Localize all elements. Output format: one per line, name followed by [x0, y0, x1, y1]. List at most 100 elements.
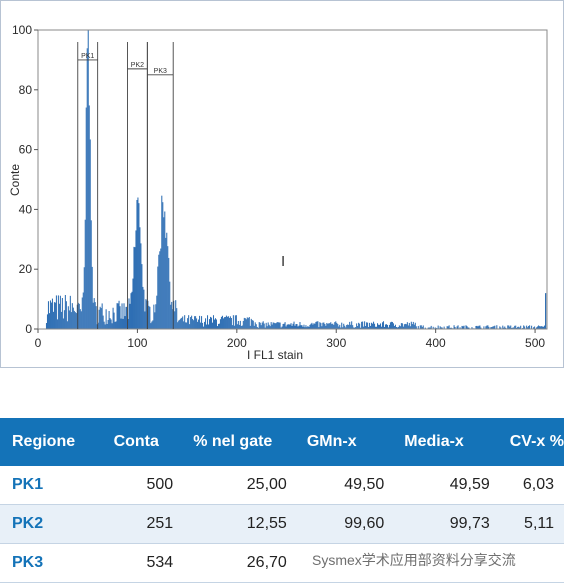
histogram-bar: [251, 320, 253, 329]
histogram-bar: [338, 326, 340, 329]
histogram-bar: [483, 326, 485, 329]
histogram-bar: [204, 321, 206, 329]
histogram-bar: [371, 322, 373, 329]
header-percent-gate: % nel gate: [183, 418, 297, 466]
histogram-bar: [234, 315, 236, 329]
histogram-bar: [443, 326, 445, 329]
histogram-bar: [537, 326, 539, 329]
histogram-bar: [98, 309, 100, 329]
histogram-bar: [420, 325, 422, 329]
histogram-bar: [253, 325, 255, 329]
histogram-bar: [219, 319, 221, 329]
histogram-bar: [352, 325, 354, 329]
histogram-bar: [114, 321, 116, 329]
histogram-bar: [369, 322, 371, 329]
histogram-bar: [421, 326, 423, 329]
peak-marker-pk1: PK1: [77, 41, 99, 329]
histogram-bar: [499, 326, 501, 329]
histogram-bar: [329, 323, 331, 329]
histogram-bar: [289, 324, 291, 329]
histogram-bar: [176, 308, 178, 329]
peak-label: PK1: [81, 53, 94, 60]
histogram-bar: [335, 321, 337, 329]
histogram-bar: [231, 325, 233, 329]
histogram-bar: [102, 315, 104, 329]
x-tick-label: 300: [326, 336, 346, 350]
histogram-bar: [389, 322, 391, 329]
histogram-bar: [232, 315, 234, 329]
histogram-bar: [282, 324, 284, 329]
histogram-bar: [262, 321, 264, 329]
histogram-bar: [115, 321, 117, 329]
histogram-bar: [454, 327, 456, 329]
histogram-bar: [361, 321, 363, 329]
histogram-bar: [319, 322, 321, 329]
histogram-bar: [132, 278, 134, 329]
histogram-bar: [261, 322, 263, 329]
histogram-bar: [490, 327, 492, 329]
histogram-bar: [513, 327, 515, 329]
histogram-bar: [208, 324, 210, 329]
histogram-bar: [205, 318, 207, 329]
histogram-bar: [125, 306, 127, 329]
histogram-bar: [317, 321, 319, 329]
histogram-bar: [372, 323, 374, 329]
histogram-bar: [68, 310, 70, 329]
y-tick-label: 60: [19, 143, 33, 157]
cell-region: PK3: [0, 543, 104, 583]
histogram-bar: [59, 295, 61, 329]
histogram-bar: [504, 326, 506, 329]
histogram-bar: [292, 323, 294, 329]
histogram-bar: [276, 322, 278, 329]
histogram-bar: [509, 326, 511, 329]
histogram-bar: [242, 321, 244, 329]
histogram-bar: [459, 327, 461, 329]
histogram-bar: [211, 322, 214, 329]
histogram-bar: [239, 320, 241, 329]
histogram-bar: [390, 321, 392, 329]
histogram-bar: [145, 299, 147, 329]
peak-stats-table: Regione Conta % nel gate GMn-x Media-x C…: [0, 418, 564, 583]
histogram-bar: [155, 304, 157, 329]
histogram-bar: [58, 303, 60, 329]
histogram-bar: [97, 322, 99, 329]
histogram-bar: [159, 251, 161, 329]
histogram-bar: [510, 325, 512, 329]
histogram-bar: [427, 327, 429, 329]
histogram-bar: [446, 326, 448, 329]
histogram-bar: [49, 300, 51, 329]
histogram-bar: [245, 319, 247, 329]
histogram-bar: [326, 322, 328, 329]
histogram-bar: [60, 311, 62, 329]
histogram-bars: [45, 30, 547, 329]
histogram-bar: [139, 227, 141, 329]
histogram-bar: [123, 303, 125, 329]
histogram-bar: [179, 319, 181, 329]
cell-conta: 534: [103, 543, 184, 583]
histogram-bar: [229, 316, 231, 329]
histogram-bar: [450, 327, 452, 329]
histogram-bar: [160, 248, 162, 329]
histogram-bar: [392, 323, 394, 329]
histogram-bar: [156, 295, 158, 329]
histogram-bar: [152, 320, 154, 329]
histogram-bar: [213, 319, 216, 329]
histogram-bar: [515, 325, 517, 329]
table-row: PK1 500 25,00 49,50 49,59 6,03: [0, 466, 564, 505]
histogram-bar: [237, 320, 239, 329]
histogram-bar: [363, 326, 365, 329]
histogram-bar: [106, 324, 108, 329]
histogram-bar: [327, 323, 329, 329]
histogram-bar: [203, 326, 205, 329]
histogram-bar: [323, 322, 325, 329]
histogram-bar: [305, 325, 307, 329]
histogram-bar: [260, 325, 262, 329]
histogram-bar: [75, 313, 77, 329]
histogram-bar: [518, 326, 520, 329]
histogram-bar: [453, 325, 455, 329]
histogram-bar: [267, 322, 269, 329]
histogram-bar: [224, 316, 226, 329]
histogram-bar: [378, 324, 380, 329]
histogram-bar: [541, 326, 543, 329]
histogram-bar: [46, 314, 48, 329]
